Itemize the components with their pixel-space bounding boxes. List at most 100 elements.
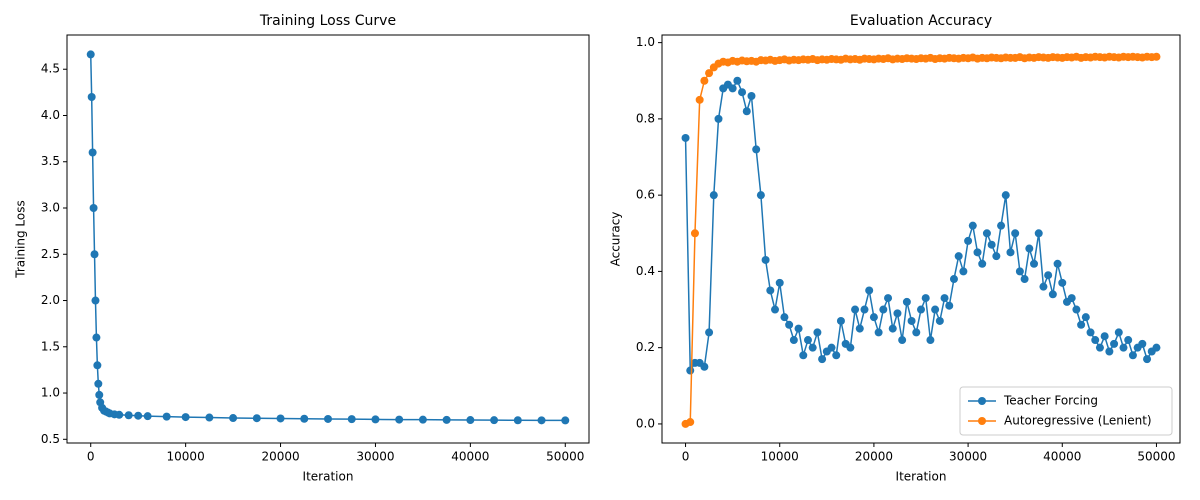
marker (95, 390, 104, 399)
marker (1015, 267, 1024, 276)
marker (442, 415, 451, 424)
marker (728, 84, 737, 93)
marker (803, 336, 812, 345)
marker (780, 313, 789, 322)
marker (832, 351, 841, 360)
marker (686, 366, 695, 375)
y-tick-label: 0.8 (636, 111, 655, 125)
marker (561, 416, 570, 425)
marker (747, 92, 756, 101)
marker (1095, 343, 1104, 352)
marker (709, 191, 718, 200)
axes-frame (661, 34, 1181, 444)
marker (771, 305, 780, 314)
series-line (89, 54, 566, 422)
marker (705, 328, 714, 337)
marker (761, 255, 770, 264)
marker (324, 414, 332, 423)
x-tick-label: 40000 (1043, 450, 1081, 464)
marker (1001, 191, 1010, 200)
y-tick-label: 1.0 (41, 386, 60, 400)
x-tick-label: 30000 (356, 450, 394, 464)
marker (931, 305, 940, 314)
marker (700, 362, 709, 371)
marker (714, 114, 723, 123)
y-axis-label: Training Loss (14, 200, 28, 278)
x-tick-label: 40000 (451, 450, 489, 464)
y-tick-label: 0.4 (636, 264, 655, 278)
marker (879, 305, 888, 314)
marker (347, 415, 356, 424)
marker (115, 410, 124, 419)
marker (818, 355, 827, 364)
marker (808, 343, 817, 352)
marker (1110, 339, 1119, 348)
marker (855, 324, 864, 333)
x-axis-label: Iteration (896, 470, 947, 484)
marker (738, 88, 747, 97)
marker (86, 50, 95, 59)
marker (513, 416, 522, 425)
marker (912, 328, 921, 337)
marker (1138, 339, 1147, 348)
marker (973, 248, 982, 257)
series-line (685, 55, 1157, 425)
marker (91, 296, 100, 305)
legend-label: Autoregressive (Lenient) (1004, 414, 1152, 428)
y-tick-label: 3.5 (41, 154, 60, 168)
marker (1039, 282, 1048, 291)
marker (1091, 336, 1100, 345)
legend-marker (978, 397, 986, 405)
marker (869, 313, 878, 322)
marker (982, 229, 991, 238)
marker (395, 415, 404, 424)
marker (88, 148, 97, 157)
legend-label: Teacher Forcing (1003, 394, 1098, 408)
marker (418, 415, 427, 424)
marker (1119, 343, 1128, 352)
marker (252, 414, 261, 423)
marker (987, 240, 996, 249)
marker (865, 286, 874, 295)
marker (681, 133, 690, 142)
marker (752, 145, 761, 154)
marker (964, 236, 973, 245)
marker (1048, 290, 1057, 299)
marker (162, 412, 171, 421)
marker (90, 250, 99, 259)
marker (94, 379, 103, 388)
marker (300, 414, 309, 423)
x-tick-label: 50000 (1137, 450, 1175, 464)
marker (1152, 343, 1161, 352)
y-tick-label: 4.5 (41, 62, 60, 76)
marker (124, 411, 133, 420)
marker (766, 286, 775, 295)
marker (799, 351, 808, 360)
marker (1105, 347, 1114, 356)
marker (1053, 259, 1062, 268)
marker (1152, 52, 1161, 61)
x-tick-label: 20000 (261, 450, 299, 464)
marker (884, 294, 893, 303)
plot-area (681, 52, 1161, 428)
marker (926, 336, 935, 345)
marker (1124, 336, 1133, 345)
marker (789, 336, 798, 345)
legend-box (959, 386, 1173, 436)
x-tick-label: 10000 (167, 450, 205, 464)
marker (860, 305, 869, 314)
marker (968, 221, 977, 230)
marker (1128, 351, 1137, 360)
y-tick-label: 0.2 (636, 340, 655, 354)
chart-title: Training Loss Curve (259, 13, 396, 29)
marker (1100, 332, 1109, 341)
marker (1044, 271, 1053, 280)
y-tick-label: 1.0 (636, 35, 655, 49)
marker (921, 294, 930, 303)
marker (371, 415, 380, 424)
marker (945, 301, 954, 310)
marker (705, 69, 714, 78)
marker (1025, 244, 1034, 253)
marker (690, 229, 699, 238)
y-tick-label: 2.0 (41, 293, 60, 307)
